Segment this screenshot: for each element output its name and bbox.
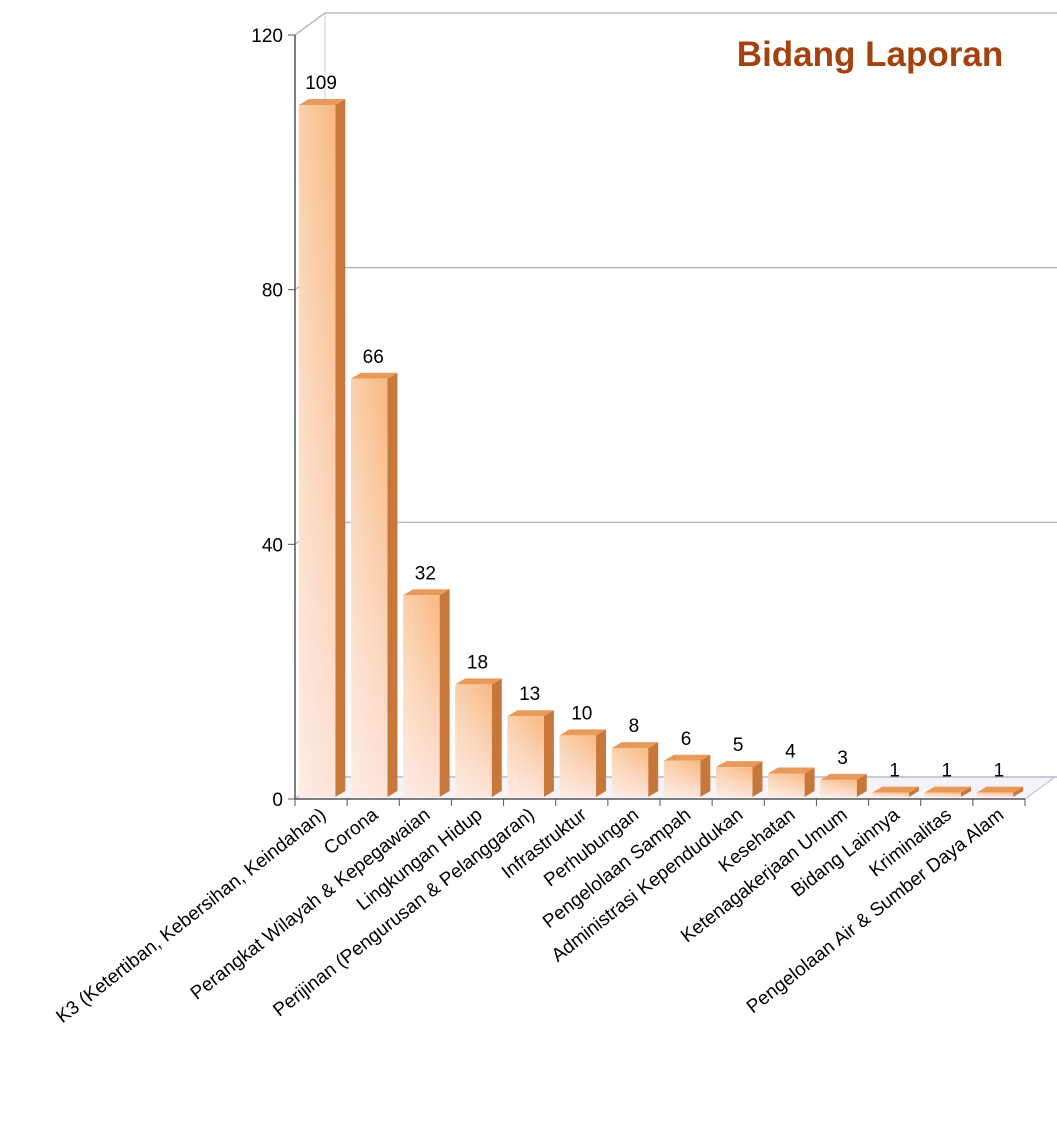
y-tick-label: 80 <box>262 281 283 302</box>
bar-top <box>403 589 450 596</box>
bar-top <box>820 773 867 780</box>
bar-top <box>559 729 607 736</box>
bar-top <box>872 786 919 793</box>
data-label: 32 <box>415 563 436 584</box>
bar-side <box>387 372 398 797</box>
data-label: 8 <box>629 716 640 737</box>
bar-highlight <box>298 105 336 798</box>
bar-side <box>700 754 711 797</box>
bar-side <box>335 99 346 798</box>
bar-top <box>976 786 1024 793</box>
data-label: 6 <box>681 729 692 750</box>
bar-highlight <box>507 716 544 797</box>
grid-line <box>294 12 1057 36</box>
data-label: 18 <box>467 652 488 673</box>
bars: 109 66 32 18 13 10 8 6 5 4 3 1 1 1 <box>298 73 1024 798</box>
chart-title: Bidang Laporan <box>737 35 1003 74</box>
data-label: 13 <box>519 684 540 705</box>
grid-line <box>294 521 1057 545</box>
bar-side <box>908 786 919 797</box>
bar-highlight <box>872 792 909 797</box>
bar-top <box>768 767 815 774</box>
bar-highlight <box>559 735 597 797</box>
bar-highlight <box>976 792 1014 797</box>
data-label: 5 <box>733 735 744 756</box>
data-label: 4 <box>785 742 796 763</box>
bar-top <box>298 99 346 106</box>
bar-top <box>455 678 502 685</box>
bar-highlight <box>820 779 857 797</box>
bar-highlight <box>768 773 805 797</box>
bar-side <box>804 767 815 797</box>
data-label: 3 <box>837 748 848 769</box>
data-label: 1 <box>941 761 952 782</box>
bar-side <box>648 742 659 797</box>
data-label: 1 <box>889 761 900 782</box>
bar-side <box>961 786 972 797</box>
bar-side <box>752 761 763 797</box>
data-label: 66 <box>363 347 384 368</box>
bar-top <box>350 372 398 379</box>
data-label: 1 <box>994 761 1005 782</box>
bar-highlight <box>663 760 701 797</box>
bar-side <box>596 729 607 797</box>
bar-top <box>715 761 763 768</box>
data-label: 109 <box>305 73 337 94</box>
bar-top <box>611 742 659 749</box>
bar-highlight <box>403 595 440 797</box>
bar-side <box>439 589 450 797</box>
bar-highlight <box>455 684 492 797</box>
data-label: 10 <box>571 703 592 724</box>
bar-top <box>663 754 711 761</box>
bar-highlight <box>715 767 753 797</box>
bar-highlight <box>611 748 649 797</box>
bar-side <box>491 678 502 797</box>
bar-highlight <box>350 378 388 797</box>
y-tick-label: 40 <box>262 535 283 556</box>
y-tick-label: 120 <box>251 26 283 47</box>
bar-side <box>543 710 554 797</box>
bar-side <box>1013 786 1024 797</box>
bar-highlight <box>924 792 962 797</box>
bar-top <box>507 710 554 717</box>
bar-side <box>856 773 867 797</box>
y-tick-label: 0 <box>272 790 283 811</box>
grid-line <box>294 266 1057 291</box>
bar-top <box>924 786 972 793</box>
